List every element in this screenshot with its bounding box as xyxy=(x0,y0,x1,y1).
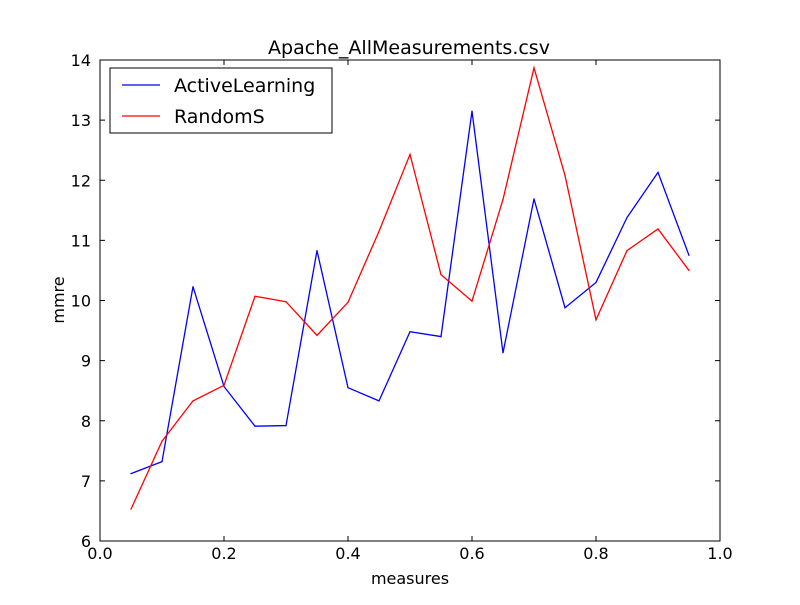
legend: ActiveLearning RandomS xyxy=(109,67,333,134)
data-point-randoms-10 xyxy=(409,153,411,155)
x-tick-label-5: 1.0 xyxy=(707,544,732,563)
data-point-randoms-18 xyxy=(657,228,659,230)
data-point-randoms-2 xyxy=(161,440,163,442)
legend-label-randoms: RandomS xyxy=(174,106,265,128)
y-tick-labels: 6 7 8 9 10 11 12 13 14 xyxy=(71,51,91,551)
data-point-activelearning-2 xyxy=(161,461,163,463)
x-tick-label-3: 0.6 xyxy=(459,544,484,563)
chart-title: Apache_AllMeasurements.csv xyxy=(268,37,550,59)
x-tick-label-2: 0.4 xyxy=(335,544,360,563)
data-point-activelearning-12 xyxy=(471,110,473,112)
legend-label-activelearning: ActiveLearning xyxy=(174,75,315,97)
series-activelearning xyxy=(130,110,690,475)
y-tick-label-2: 8 xyxy=(81,412,91,431)
y-tick-label-6: 12 xyxy=(71,171,91,190)
data-point-randoms-15 xyxy=(564,174,566,177)
data-point-activelearning-19 xyxy=(688,254,690,257)
y-tick-label-7: 13 xyxy=(71,111,91,130)
data-point-randoms-19 xyxy=(688,269,690,272)
data-point-randoms-17 xyxy=(626,250,628,252)
data-point-randoms-7 xyxy=(316,334,318,336)
data-point-activelearning-16 xyxy=(595,281,597,284)
data-point-activelearning-5 xyxy=(254,425,256,427)
data-point-randoms-1 xyxy=(130,508,132,510)
data-point-activelearning-1 xyxy=(130,473,132,475)
x-tick-label-1: 0.2 xyxy=(211,544,236,563)
data-point-randoms-13 xyxy=(502,198,504,201)
data-point-randoms-11 xyxy=(440,274,442,276)
legend-box xyxy=(109,67,333,134)
data-point-activelearning-11 xyxy=(440,335,442,338)
x-tick-labels: 0.0 0.2 0.4 0.6 0.8 1.0 xyxy=(87,544,732,563)
data-point-randoms-5 xyxy=(254,295,256,297)
series-randoms xyxy=(130,65,690,510)
data-point-activelearning-17 xyxy=(626,216,628,219)
y-axis-label: mmre xyxy=(49,276,68,323)
data-point-randoms-16 xyxy=(595,319,597,321)
data-point-activelearning-14 xyxy=(533,198,535,200)
x-tick-label-0: 0.0 xyxy=(87,544,112,563)
data-point-activelearning-6 xyxy=(285,424,287,427)
y-tick-label-8: 14 xyxy=(71,51,91,70)
y-tick-label-0: 6 xyxy=(81,532,91,551)
y-tick-label-4: 10 xyxy=(71,292,91,311)
data-point-randoms-6 xyxy=(285,301,287,303)
data-point-randoms-4 xyxy=(223,384,225,386)
data-point-activelearning-18 xyxy=(657,171,659,174)
x-tick-label-4: 0.8 xyxy=(583,544,608,563)
data-point-randoms-14 xyxy=(533,67,535,69)
data-point-randoms-12 xyxy=(471,300,473,302)
data-point-activelearning-3 xyxy=(192,286,194,288)
y-tick-label-5: 11 xyxy=(71,231,91,250)
data-point-activelearning-4 xyxy=(223,385,225,388)
data-point-randoms-3 xyxy=(192,400,194,402)
y-tick-label-3: 9 xyxy=(81,352,91,371)
data-point-activelearning-9 xyxy=(378,400,380,402)
data-point-randoms-9 xyxy=(378,230,380,232)
data-point-activelearning-13 xyxy=(502,352,504,354)
plot-frame xyxy=(99,59,721,542)
data-point-randoms-8 xyxy=(347,301,349,303)
x-axis-label: measures xyxy=(371,569,449,588)
plot-area xyxy=(99,59,721,542)
data-point-activelearning-7 xyxy=(316,250,318,252)
series-layer xyxy=(130,65,690,510)
data-point-activelearning-8 xyxy=(347,387,349,389)
y-tick-label-1: 7 xyxy=(81,472,91,491)
data-point-activelearning-15 xyxy=(564,307,566,309)
data-point-activelearning-10 xyxy=(409,331,411,333)
